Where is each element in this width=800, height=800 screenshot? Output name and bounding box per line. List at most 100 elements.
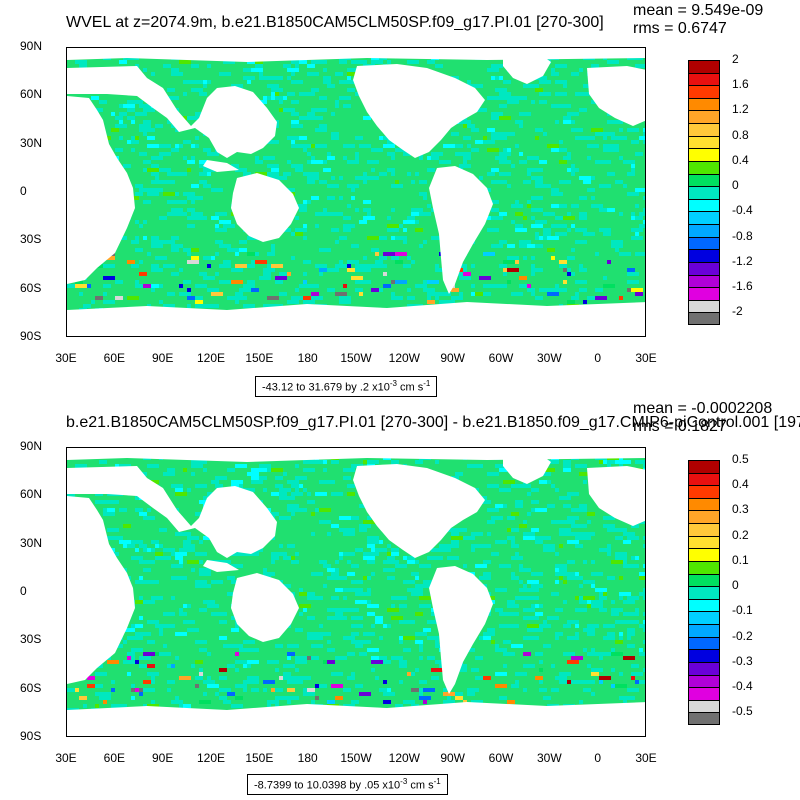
colorbar-label: 0.1 — [732, 552, 749, 567]
colorbar-label: -0.8 — [732, 228, 753, 243]
colorbar-swatch — [688, 274, 720, 288]
colorbar-label: -1.6 — [732, 279, 753, 294]
land-mask — [231, 573, 299, 642]
longitude-tick-label: 150W — [340, 751, 372, 765]
colorbar-swatch — [688, 472, 720, 486]
land-mask — [587, 466, 645, 526]
colorbar-label: -0.1 — [732, 603, 753, 618]
colorbar-swatch — [688, 560, 720, 574]
ocean-field-map — [67, 448, 645, 736]
map-panel-wvel: WVEL at z=2074.9m, b.e21.B1850CAM5CLM50S… — [20, 2, 763, 397]
contour-range-label: -43.12 to 31.679 by .2 x10-3 cm s-1 — [255, 376, 438, 397]
colorbar-swatch — [688, 198, 720, 212]
longitude-tick-label: 0 — [594, 351, 601, 365]
mean-value: mean = 9.549e-09 — [633, 2, 764, 19]
longitude-tick-label: 180 — [297, 351, 318, 365]
longitude-tick-label: 90W — [440, 351, 465, 365]
colorbar-swatch — [688, 674, 720, 688]
land-mask — [429, 566, 493, 694]
colorbar-label: 0.3 — [732, 502, 749, 517]
longitude-tick-label: 90W — [440, 751, 465, 765]
map-plot-area — [66, 47, 646, 337]
colorbar-swatch — [688, 485, 720, 498]
land-mask — [429, 166, 493, 294]
colorbar-swatch — [688, 523, 720, 536]
colorbar-swatch — [688, 611, 720, 625]
colorbar — [688, 460, 720, 725]
latitude-tick-label: 30S — [20, 632, 42, 647]
latitude-tick-label: 30N — [20, 135, 43, 150]
rms-value: rms = 0.1827 — [633, 418, 727, 435]
colorbar-swatch — [688, 699, 720, 713]
colorbar-label: 1.2 — [732, 102, 749, 117]
ocean-field-map — [67, 48, 645, 336]
longitude-tick-label: 30E — [635, 751, 657, 765]
land-mask — [67, 66, 277, 158]
colorbar-swatch — [688, 135, 720, 149]
colorbar-swatch — [688, 72, 720, 86]
longitude-tick-label: 0 — [594, 751, 601, 765]
colorbar-swatch — [688, 548, 720, 561]
colorbar-label: -0.3 — [732, 653, 753, 668]
colorbar-swatch — [688, 211, 720, 225]
longitude-tick-label: 180 — [297, 751, 318, 765]
colorbar-swatch — [688, 649, 720, 662]
longitude-tick-label: 150W — [340, 351, 372, 365]
colorbar-swatch — [688, 97, 720, 111]
colorbar-label: -0.4 — [732, 203, 753, 218]
longitude-tick-label: 90E — [151, 751, 174, 765]
colorbar-swatch — [688, 535, 720, 549]
latitude-tick-label: 90N — [20, 439, 43, 453]
longitude-tick-label: 30E — [55, 751, 77, 765]
colorbar-label: 0.2 — [732, 527, 749, 542]
longitude-tick-label: 120E — [196, 751, 226, 765]
colorbar-swatch — [688, 249, 720, 262]
panel-title: WVEL at z=2074.9m, b.e21.B1850CAM5CLM50S… — [66, 14, 604, 31]
longitude-tick-label: 150E — [245, 751, 274, 765]
land-mask — [67, 448, 645, 462]
colorbar-swatch — [688, 661, 720, 675]
mean-value: mean = -0.0002208 — [633, 400, 773, 417]
longitude-tick-label: 60E — [103, 751, 125, 765]
colorbar-swatch — [688, 497, 720, 511]
latitude-tick-label: 60S — [20, 680, 42, 695]
colorbar-label: 0 — [732, 178, 739, 193]
land-mask — [67, 496, 135, 684]
longitude-tick-label: 120W — [388, 751, 420, 765]
latitude-tick-label: 90N — [20, 39, 43, 53]
colorbar — [688, 60, 720, 325]
panel-title: b.e21.B1850CAM5CLM50SP.f09_g17.PI.01 [27… — [66, 414, 800, 431]
map-plot-area — [66, 447, 646, 737]
latitude-tick-label: 90S — [20, 329, 42, 343]
colorbar-swatch — [688, 85, 720, 98]
longitude-tick-label: 30E — [55, 351, 77, 365]
longitude-tick-label: 120E — [196, 351, 226, 365]
land-mask — [353, 464, 485, 558]
land-mask — [503, 452, 551, 484]
colorbar-swatch — [688, 148, 720, 161]
land-mask — [353, 64, 485, 158]
latitude-tick-label: 30N — [20, 535, 43, 550]
colorbar-swatch — [688, 160, 720, 174]
colorbar-swatch — [688, 224, 720, 237]
land-mask — [67, 466, 277, 558]
latitude-tick-label: 60N — [20, 487, 43, 502]
colorbar-swatch — [688, 598, 720, 612]
contour-range-label: -8.7399 to 10.0398 by .05 x10-3 cm s-1 — [247, 774, 448, 795]
colorbar-swatch — [688, 687, 720, 700]
latitude-tick-label: 60S — [20, 280, 42, 295]
colorbar-label: -0.5 — [732, 704, 753, 719]
rms-value: rms = 0.6747 — [633, 20, 727, 37]
stats-block: mean = 9.549e-09 rms = 0.6747 — [633, 2, 763, 38]
longitude-tick-label: 150E — [245, 351, 274, 365]
colorbar-swatch — [688, 236, 720, 250]
colorbar-swatch — [688, 173, 720, 187]
colorbar-swatch — [688, 123, 720, 136]
land-mask — [587, 66, 645, 126]
colorbar-swatch — [688, 287, 720, 300]
colorbar-label: 0.4 — [732, 477, 749, 492]
colorbar-label: -0.4 — [732, 679, 753, 694]
land-mask — [203, 560, 239, 572]
colorbar-outline — [688, 60, 720, 325]
colorbar-swatch — [688, 573, 720, 587]
